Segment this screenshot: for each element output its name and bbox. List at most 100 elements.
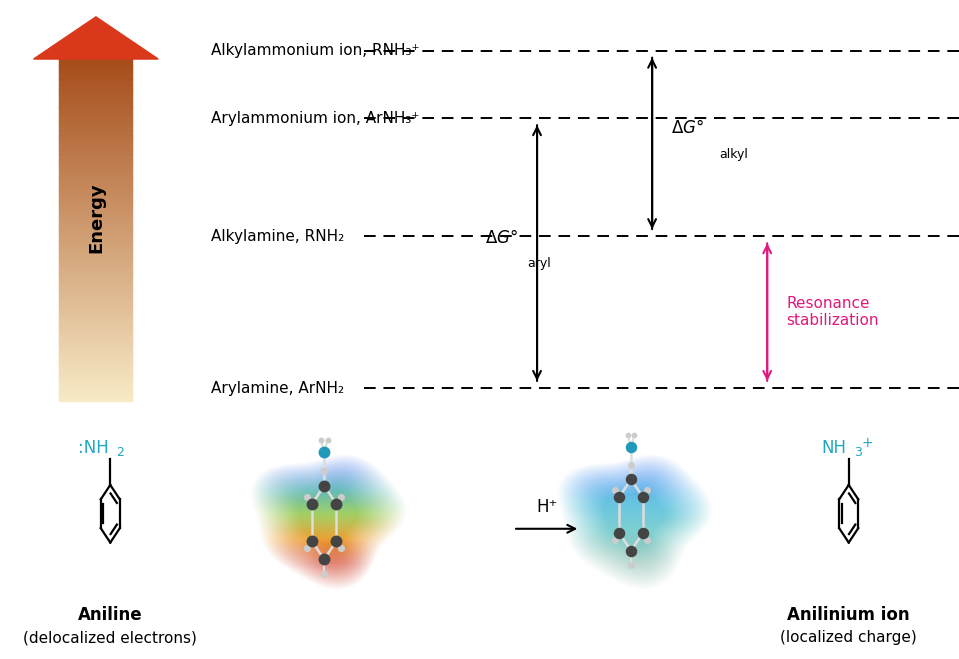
Bar: [59, 214, 132, 216]
Bar: [59, 107, 132, 109]
Bar: [59, 374, 132, 377]
Bar: [59, 382, 132, 384]
Bar: [59, 238, 132, 240]
Bar: [59, 82, 132, 84]
Bar: [59, 111, 132, 114]
Polygon shape: [34, 17, 158, 59]
Bar: [59, 231, 132, 233]
Bar: [59, 185, 132, 187]
Text: Alkylamine, RNH₂: Alkylamine, RNH₂: [211, 229, 344, 244]
Bar: [59, 332, 132, 334]
Bar: [59, 237, 132, 239]
Bar: [59, 333, 132, 336]
Bar: [59, 88, 132, 90]
Bar: [59, 306, 132, 308]
Text: 3: 3: [854, 446, 862, 459]
Bar: [59, 244, 132, 247]
Bar: [59, 354, 132, 357]
Bar: [59, 250, 132, 252]
Bar: [59, 226, 132, 228]
Bar: [59, 117, 132, 119]
Bar: [59, 313, 132, 315]
Bar: [59, 142, 132, 144]
Bar: [59, 324, 132, 326]
Bar: [59, 322, 132, 324]
Bar: [59, 395, 132, 397]
Bar: [59, 62, 132, 64]
Bar: [59, 108, 132, 110]
Bar: [59, 177, 132, 179]
Bar: [59, 330, 132, 332]
Bar: [59, 246, 132, 248]
Bar: [59, 286, 132, 288]
Bar: [59, 359, 132, 361]
Text: NH: NH: [822, 438, 847, 457]
Bar: [59, 94, 132, 97]
Bar: [59, 277, 132, 279]
Bar: [59, 98, 132, 100]
Bar: [59, 272, 132, 274]
Bar: [59, 211, 132, 213]
Bar: [59, 192, 132, 194]
Bar: [59, 123, 132, 126]
Bar: [59, 316, 132, 319]
Bar: [59, 79, 132, 81]
Bar: [59, 190, 132, 192]
Bar: [59, 161, 132, 163]
Bar: [59, 175, 132, 177]
Bar: [59, 399, 132, 401]
Text: Resonance
stabilization: Resonance stabilization: [786, 296, 878, 328]
Bar: [59, 119, 132, 121]
Bar: [59, 183, 132, 185]
Bar: [59, 358, 132, 360]
Text: :NH: :NH: [78, 438, 108, 457]
Bar: [59, 90, 132, 92]
Bar: [59, 380, 132, 382]
Bar: [59, 266, 132, 268]
Bar: [59, 178, 132, 181]
Bar: [59, 91, 132, 93]
Bar: [59, 362, 132, 365]
Bar: [59, 209, 132, 211]
Bar: [59, 364, 132, 366]
Bar: [59, 72, 132, 74]
Bar: [59, 383, 132, 386]
Bar: [59, 376, 132, 378]
Bar: [59, 134, 132, 136]
Bar: [59, 100, 132, 101]
Bar: [59, 200, 132, 202]
Bar: [59, 255, 132, 257]
Bar: [59, 328, 132, 331]
Bar: [59, 71, 132, 72]
Bar: [59, 287, 132, 290]
Bar: [59, 115, 132, 117]
Bar: [59, 169, 132, 172]
Bar: [59, 158, 132, 160]
Bar: [59, 267, 132, 269]
Text: Arylamine, ArNH₂: Arylamine, ArNH₂: [211, 380, 344, 395]
Bar: [59, 345, 132, 348]
Bar: [59, 308, 132, 310]
Bar: [59, 240, 132, 242]
Text: Aniline: Aniline: [78, 606, 143, 624]
Bar: [59, 296, 132, 298]
Bar: [59, 186, 132, 189]
Bar: [59, 310, 132, 312]
Bar: [59, 301, 132, 303]
Bar: [59, 165, 132, 167]
Bar: [59, 320, 132, 322]
Bar: [59, 224, 132, 227]
Bar: [59, 337, 132, 339]
Bar: [59, 127, 132, 129]
Bar: [59, 366, 132, 368]
Bar: [59, 122, 132, 124]
Bar: [59, 339, 132, 341]
Bar: [59, 137, 132, 139]
Bar: [59, 258, 132, 260]
Bar: [59, 223, 132, 225]
Text: Energy: Energy: [87, 182, 105, 252]
Bar: [59, 281, 132, 283]
Bar: [59, 59, 132, 61]
Bar: [59, 356, 132, 358]
Bar: [59, 197, 132, 199]
